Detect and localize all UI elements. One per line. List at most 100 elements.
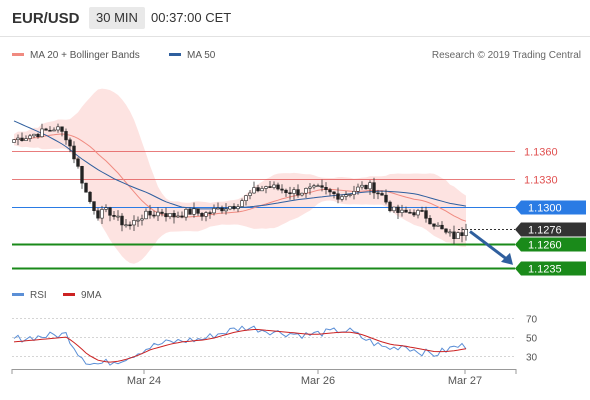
candle-body [172,213,176,218]
candle-body [432,223,436,227]
candle-body [88,191,92,202]
candle-body [36,133,40,138]
candle-body [368,182,372,190]
candle-body [52,129,56,132]
candle-body [164,213,168,218]
candle-body [464,229,468,236]
candle-body [364,184,368,190]
rsi-tick-label: 30 [526,353,538,364]
candle-body [28,135,32,139]
candle-body [84,182,88,193]
rsi-panel: 70 50 30 [12,315,538,366]
candle-body [452,231,456,239]
symbol-title: EUR/USD [12,10,80,27]
candle-body [108,207,112,216]
rsi-swatch [12,292,24,296]
candle-body [292,189,296,194]
candle-body [208,212,212,214]
candle-body [148,210,152,216]
candle-body [152,214,156,217]
candle-body [228,206,232,210]
candle-body [140,218,144,221]
candle-body [216,207,220,210]
candle-body [372,182,376,194]
candle-body [356,186,360,192]
candle-body [176,215,180,218]
legend-rsi: RSI [12,290,47,301]
bollinger-fill [14,88,466,264]
candle-body [248,192,252,196]
forecast-arrow [469,230,513,265]
candle-body [352,191,356,195]
timestamp: 00:37:00 CET [151,10,232,25]
candle-body [320,185,324,188]
candle-body [128,224,132,227]
candle-body [240,200,244,207]
candle-body [296,189,300,196]
candle-body [460,232,464,236]
candle-body [76,158,80,167]
last-price-label: 1.1276 [528,225,562,237]
rsi-ma-swatch [63,292,75,296]
candle-body [156,211,160,217]
header-divider [0,36,590,37]
candle-body [380,193,384,196]
moving-averages [13,120,467,222]
candle-body [64,131,68,141]
support-2-tag [515,261,586,276]
bollinger-swatch [12,52,24,56]
ma50-line [13,120,467,210]
candle-body [72,145,76,160]
bollinger-label: MA 20 + Bollinger Bands [30,50,140,61]
rsi-tick-label: 50 [526,334,538,345]
candle-body [360,184,364,188]
resistance-2-label: 1.1360 [524,147,558,159]
candle-body [120,215,124,226]
candle-body [376,192,380,195]
candle-body [336,193,340,200]
candle-body [116,215,120,218]
candle-body [340,196,344,200]
research-credit: Research © 2019 Trading Central [431,50,581,61]
candle-body [280,188,284,191]
candle-body [200,213,204,217]
candle-body [348,194,352,196]
candle-body [16,137,20,140]
candle-body [344,194,348,197]
candle-body [56,126,60,131]
candle-body [220,207,224,212]
candle-body [32,133,36,137]
candle-body [400,209,404,213]
candle-body [180,215,184,218]
candle-body [456,232,460,239]
arrow-head [501,252,513,265]
candle-body [388,201,392,212]
candle-body [440,224,444,230]
candle-body [144,210,148,220]
candle-body [300,192,304,196]
candle-body [268,186,272,188]
candle-body [60,126,64,132]
resistance-1-label: 1.1330 [524,175,558,187]
candle-body [316,185,320,187]
candle-body [272,184,276,188]
candle-body [24,138,28,142]
legend-ma50: MA 50 [169,50,215,61]
candle-body [124,224,128,227]
timeframe-badge[interactable]: 30 MIN [89,7,145,29]
pivot-label: 1.1300 [528,203,562,215]
x-tick-label: Mar 24 [127,375,161,387]
chart-header: EUR/USD 30 MIN 00:37:00 CET [0,0,590,36]
candle-body [192,208,196,215]
candle-body [80,166,84,184]
legend-rsi-ma: 9MA [63,290,102,301]
support-1-tag [515,237,586,252]
candle-body [288,192,292,195]
candle-body [424,210,428,219]
arrow-shaft [469,230,510,263]
candle-body [408,211,412,214]
candle-body [236,206,240,210]
candle-body [136,219,140,222]
last-price-tag [515,222,586,237]
